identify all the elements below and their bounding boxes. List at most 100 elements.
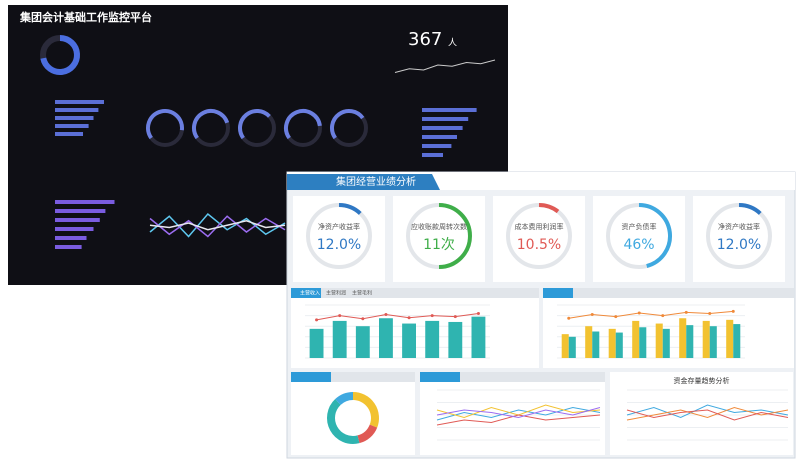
- back-bar: [422, 108, 477, 112]
- trend-line: [626, 406, 789, 421]
- bar: [709, 326, 717, 358]
- donut-arc: [40, 35, 80, 75]
- donut-segment: [352, 392, 379, 428]
- tab-label: 主营毛利: [352, 290, 372, 297]
- line: [568, 310, 734, 319]
- bar: [332, 320, 347, 358]
- bar: [592, 331, 600, 358]
- panel-tab-active: [291, 288, 321, 298]
- bar: [355, 326, 370, 358]
- back-bar: [55, 236, 87, 240]
- line-point: [453, 315, 457, 319]
- bar: [632, 320, 640, 358]
- bar: [608, 328, 616, 358]
- line-point: [684, 310, 688, 314]
- front-title-tab: [287, 174, 440, 190]
- bar: [639, 327, 647, 358]
- back-trend-line: [149, 215, 286, 238]
- back-bar: [55, 200, 115, 204]
- panel-tabbar: [420, 372, 605, 382]
- gauge-arc: [284, 109, 322, 140]
- back-bar: [422, 117, 469, 121]
- bar: [402, 323, 416, 358]
- line: [316, 312, 479, 321]
- headcount: 367: [408, 29, 442, 50]
- bar: [615, 332, 623, 358]
- line-point: [384, 313, 388, 317]
- trend-line: [436, 414, 601, 426]
- bar: [448, 321, 463, 358]
- panel-tabbar: [543, 288, 794, 298]
- back-bar: [422, 126, 463, 130]
- trend-line: [436, 407, 601, 419]
- panel-title: 资金存量趋势分析: [674, 376, 730, 385]
- bar: [471, 316, 486, 358]
- trend-line: [626, 409, 789, 421]
- panel-tabbar: [291, 372, 415, 382]
- kpi-label: 净资产收益率: [718, 222, 760, 231]
- kpi-arc: [438, 203, 472, 269]
- bar: [655, 323, 663, 358]
- line-point: [708, 311, 712, 315]
- bar: [379, 318, 393, 358]
- back-bar: [55, 245, 82, 249]
- kpi-value: 10.5%: [517, 237, 561, 253]
- kpi-arc: [538, 203, 560, 214]
- bar: [733, 324, 741, 358]
- donut-segment: [327, 399, 360, 444]
- bar: [686, 325, 694, 358]
- gauge-arc: [192, 109, 230, 140]
- kpi-arc: [638, 203, 672, 268]
- kpi-arc: [338, 203, 362, 215]
- bar: [679, 318, 687, 358]
- panel-tab-active: [291, 372, 331, 382]
- kpi-value: 11次: [423, 237, 455, 253]
- back-trend-line: [149, 212, 286, 238]
- back-bar: [55, 132, 83, 136]
- line-point: [476, 311, 480, 315]
- back-bar: [422, 135, 457, 139]
- kpi-label: 成本费用利润率: [515, 222, 564, 231]
- donut-segment: [335, 392, 354, 406]
- line-point: [315, 318, 319, 322]
- bar: [425, 320, 440, 358]
- back-spark: [394, 59, 496, 73]
- bar: [309, 328, 324, 358]
- line-point: [430, 314, 434, 318]
- kpi-value: 12.0%: [317, 237, 361, 253]
- trend-line: [436, 406, 601, 421]
- trend-line: [626, 404, 789, 419]
- bar: [702, 320, 710, 358]
- back-bar: [422, 144, 452, 148]
- bar: [662, 328, 670, 358]
- gauge-arc: [238, 109, 271, 140]
- back-bar: [55, 218, 100, 222]
- line-point: [661, 314, 665, 318]
- back-trend-line: [149, 219, 286, 231]
- panel-tab-active: [543, 288, 573, 298]
- line-point: [590, 313, 594, 317]
- back-bar: [55, 227, 94, 231]
- kpi-value: 46%: [623, 237, 654, 253]
- line-point: [338, 314, 342, 318]
- bar: [585, 326, 593, 358]
- bar: [568, 336, 576, 358]
- back-bar: [55, 124, 89, 128]
- kpi-arc: [738, 203, 762, 215]
- gauge-arc: [330, 109, 365, 140]
- front-title: 集团经营业绩分析: [336, 175, 416, 188]
- kpi-label: 净资产收益率: [318, 222, 360, 231]
- panel-tab-active: [420, 372, 460, 382]
- back-bar: [55, 108, 99, 112]
- line-point: [637, 311, 641, 315]
- donut-segment: [357, 424, 378, 444]
- line-point: [614, 315, 618, 319]
- line-point: [567, 316, 571, 320]
- bar: [726, 319, 734, 358]
- line-point: [407, 316, 411, 320]
- tab-label: 主营利润: [326, 290, 346, 297]
- kpi-label: 应收账款周转次数: [411, 222, 467, 231]
- line-point: [361, 317, 365, 321]
- back-bar: [55, 209, 106, 213]
